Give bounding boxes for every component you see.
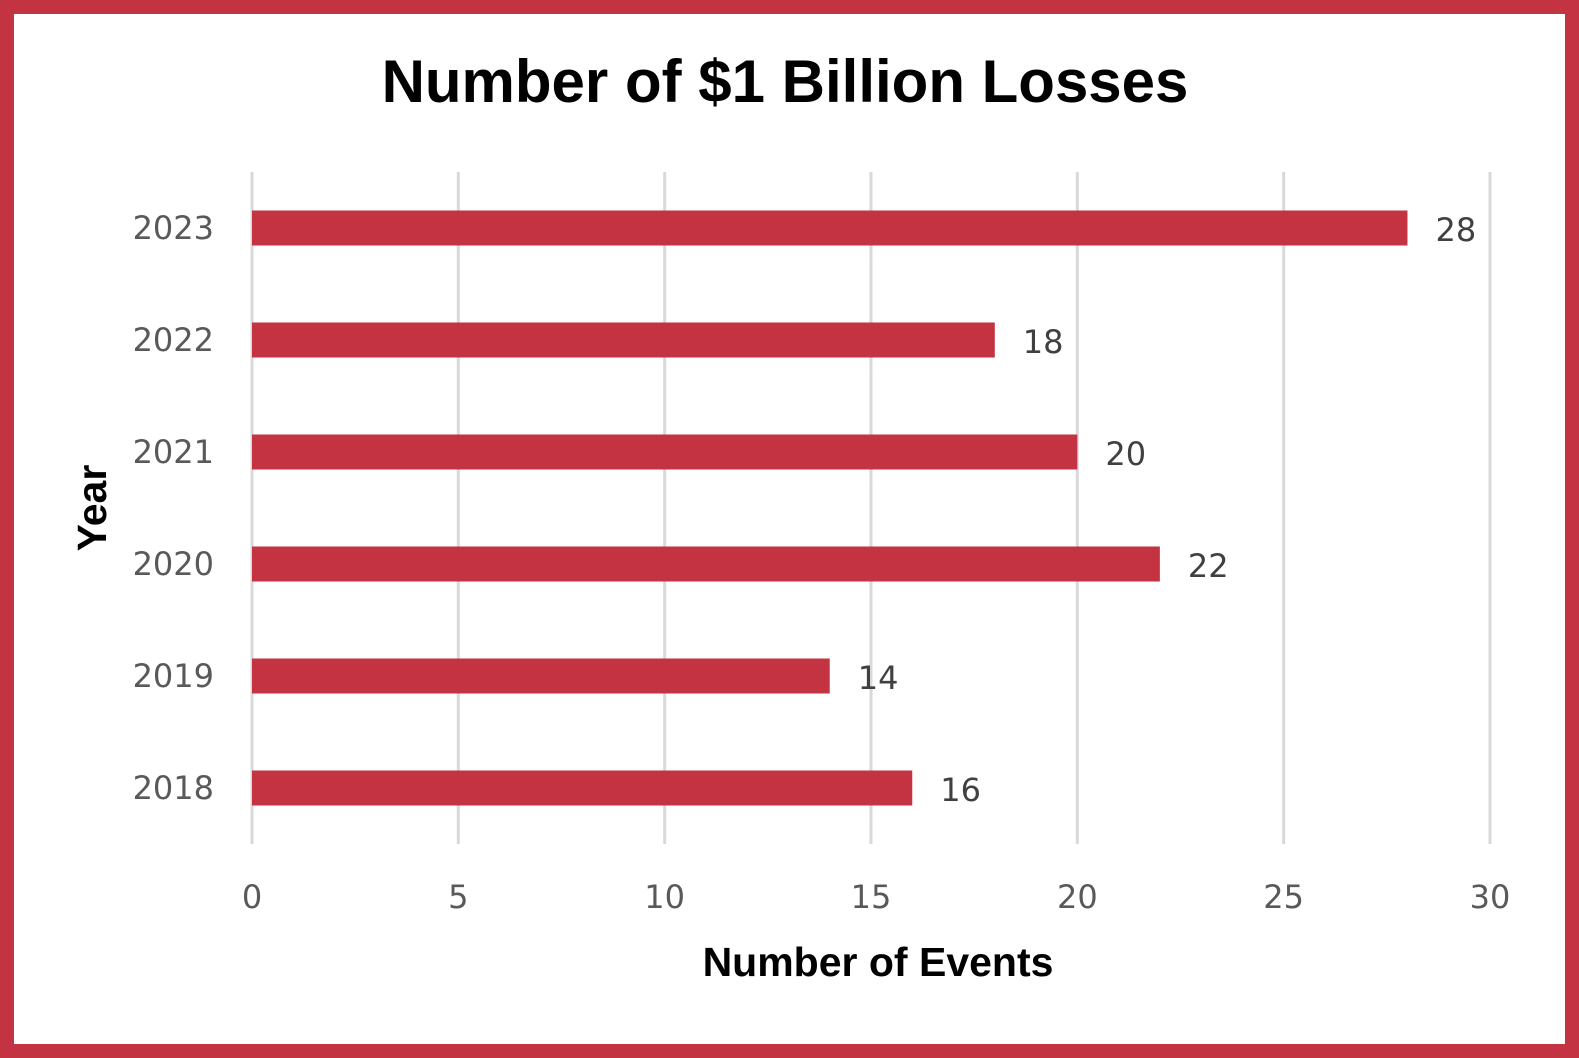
bar-2021 bbox=[252, 434, 1078, 470]
bar-2019 bbox=[252, 658, 830, 694]
data-labels: 28 18 20 22 14 16 bbox=[858, 211, 1476, 809]
data-label-2018: 16 bbox=[940, 771, 981, 809]
x-tick-label-20: 20 bbox=[1057, 878, 1098, 916]
data-label-2019: 14 bbox=[858, 659, 899, 697]
bar-2018 bbox=[252, 770, 913, 806]
x-tick-label-10: 10 bbox=[644, 878, 685, 916]
y-axis-ticks: 2023 2022 2021 2020 2019 2018 bbox=[133, 209, 214, 807]
x-tick-label-0: 0 bbox=[242, 878, 262, 916]
y-tick-label-2019: 2019 bbox=[133, 657, 214, 695]
bar-2023 bbox=[252, 210, 1408, 246]
y-axis-title: Year bbox=[69, 465, 115, 552]
x-tick-label-25: 25 bbox=[1263, 878, 1304, 916]
y-tick-label-2018: 2018 bbox=[133, 769, 214, 807]
y-tick-label-2023: 2023 bbox=[133, 209, 214, 247]
gridlines bbox=[250, 172, 1492, 844]
bar-2020 bbox=[252, 546, 1160, 582]
data-label-2020: 22 bbox=[1188, 547, 1229, 585]
x-tick-label-5: 5 bbox=[448, 878, 468, 916]
x-tick-label-15: 15 bbox=[851, 878, 892, 916]
x-tick-label-30: 30 bbox=[1470, 878, 1511, 916]
y-tick-label-2022: 2022 bbox=[133, 321, 214, 359]
data-label-2021: 20 bbox=[1105, 435, 1146, 473]
data-label-2023: 28 bbox=[1435, 211, 1476, 249]
y-tick-label-2021: 2021 bbox=[133, 433, 214, 471]
x-axis-title: Number of Events bbox=[703, 939, 1054, 985]
chart-title: Number of $1 Billion Losses bbox=[382, 48, 1189, 115]
data-label-2022: 18 bbox=[1023, 323, 1064, 361]
bar-2022 bbox=[252, 322, 995, 358]
x-axis-ticks: 0 5 10 15 20 25 30 bbox=[242, 878, 1511, 916]
y-tick-label-2020: 2020 bbox=[133, 545, 214, 583]
bars bbox=[252, 210, 1408, 806]
